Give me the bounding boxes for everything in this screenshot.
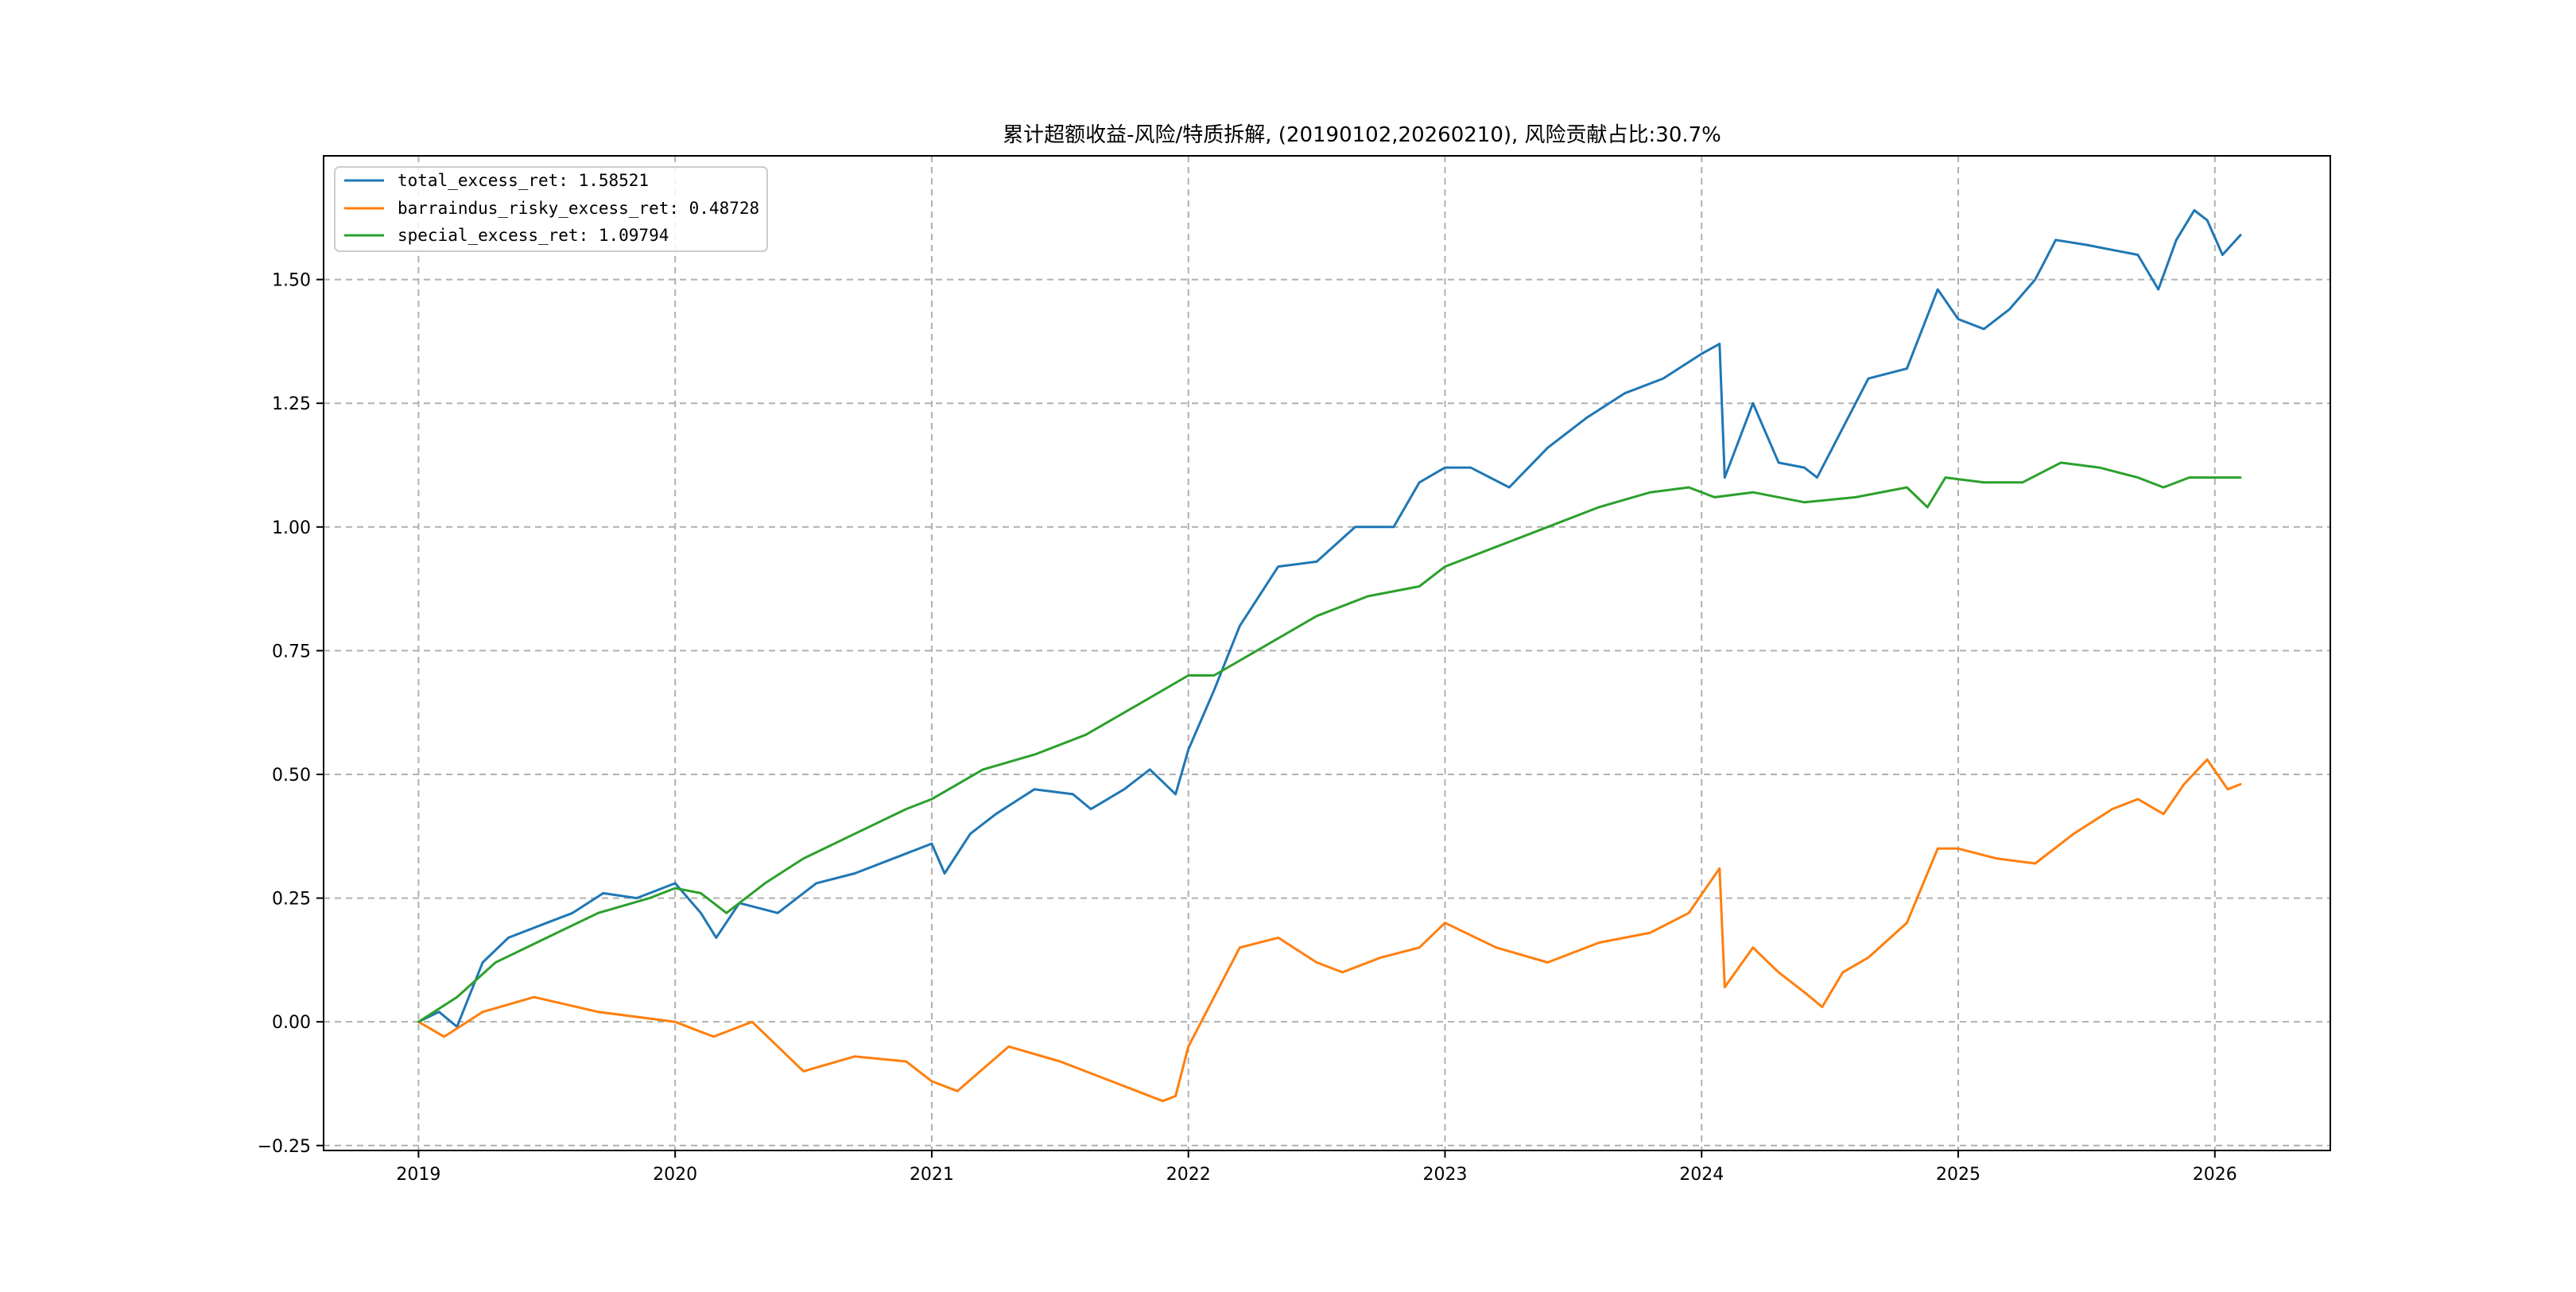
y-tick-label: 0.00 — [272, 1013, 311, 1033]
chart-title: 累计超额收益-风险/特质拆解, (20190102,20260210), 风险贡… — [1003, 123, 1721, 147]
series-line-total-excess-ret — [417, 209, 2242, 1028]
grid — [324, 156, 2330, 1150]
legend-entry-barraindus-risky-excess-ret: barraindus_risky_excess_ret: 0.48728 — [344, 199, 759, 218]
legend-box — [334, 166, 768, 252]
y-tick-label: −0.25 — [258, 1137, 311, 1157]
y-tick-label: 0.50 — [272, 766, 311, 786]
x-tick-label: 2019 — [396, 1165, 440, 1185]
y-tick-label: 1.00 — [272, 518, 311, 538]
x-tick-label: 2021 — [910, 1165, 954, 1185]
x-tick-label: 2020 — [653, 1165, 697, 1185]
x-tick-label: 2022 — [1166, 1165, 1211, 1185]
series-lines — [417, 209, 2242, 1103]
x-tick-label: 2025 — [1936, 1165, 1980, 1185]
plot-area-frame — [323, 155, 2331, 1151]
series-line-special-excess-ret — [417, 461, 2242, 1023]
y-tick-label: 1.25 — [272, 394, 311, 414]
x-tick-label: 2023 — [1422, 1165, 1467, 1185]
x-axis: 2019 2020 2021 2022 2023 2024 2025 2026 — [396, 1150, 2237, 1185]
y-tick-label: 1.50 — [272, 271, 311, 291]
x-tick-label: 2024 — [1679, 1165, 1724, 1185]
legend-label: special_excess_ret: 1.09794 — [398, 226, 669, 245]
y-axis: −0.25 0.00 0.25 0.50 0.75 1.00 1.25 1.50 — [258, 271, 324, 1157]
legend-entry-total-excess-ret: total_excess_ret: 1.58521 — [344, 171, 649, 190]
y-tick-label: 0.25 — [272, 890, 311, 910]
series-line-barraindus-risky-excess-ret — [417, 758, 2242, 1103]
legend-label: total_excess_ret: 1.58521 — [398, 171, 649, 190]
legend: total_excess_ret: 1.58521 barraindus_ris… — [334, 166, 768, 252]
x-tick-label: 2026 — [2193, 1165, 2237, 1185]
legend-entry-special-excess-ret: special_excess_ret: 1.09794 — [344, 226, 669, 245]
y-tick-label: 0.75 — [272, 642, 311, 662]
legend-label: barraindus_risky_excess_ret: 0.48728 — [398, 199, 759, 218]
